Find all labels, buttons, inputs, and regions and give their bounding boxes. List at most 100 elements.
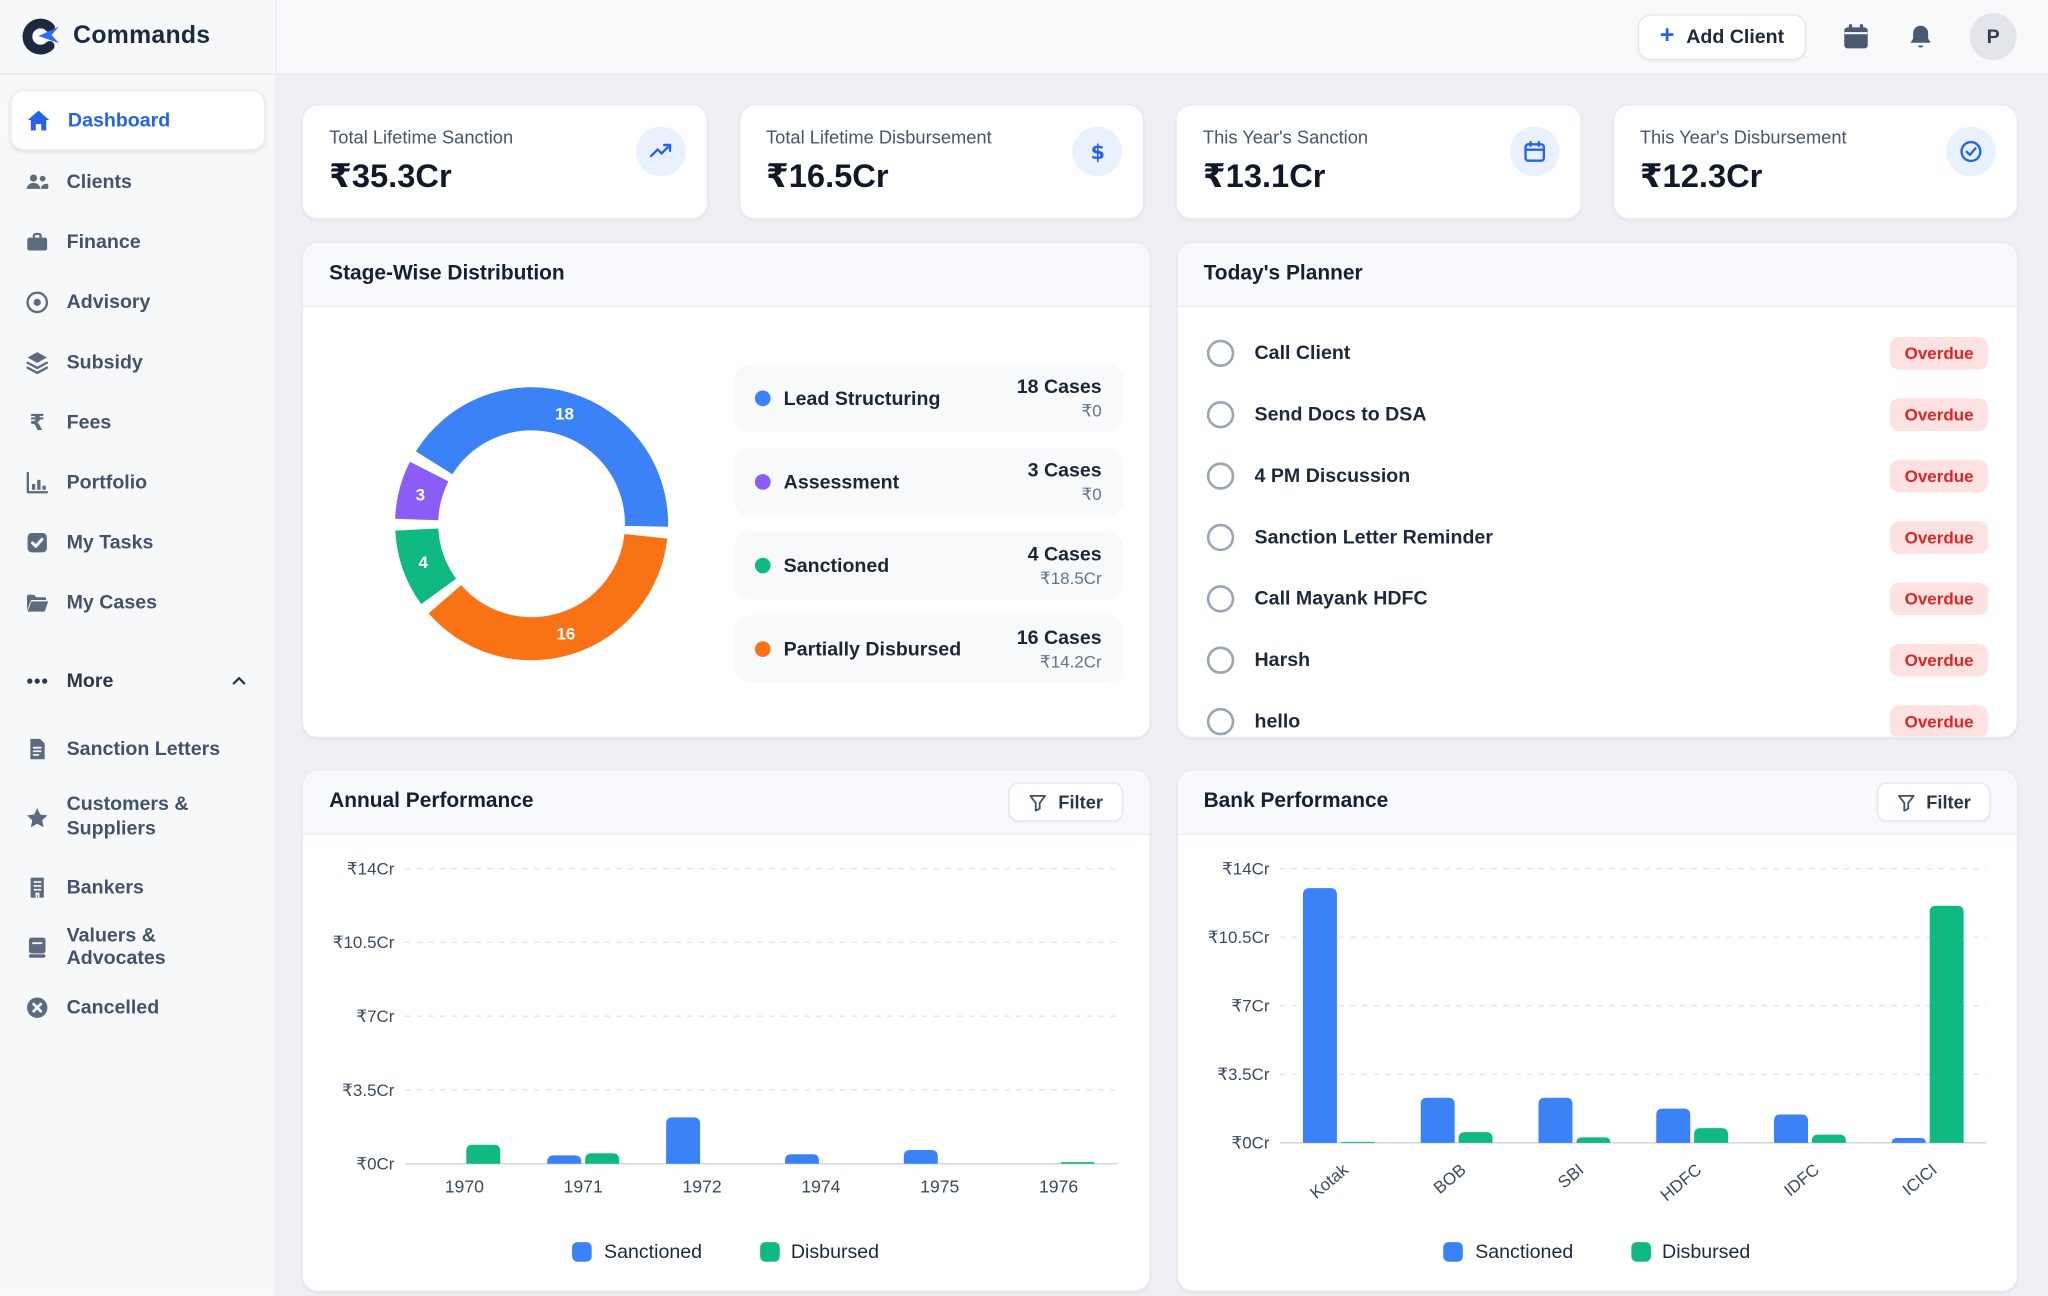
stage-panel-header: Stage-Wise Distribution [303, 242, 1149, 307]
calendar-button[interactable] [1840, 21, 1871, 52]
x-circle-icon [24, 994, 50, 1020]
sidebar-item-label: Portfolio [66, 470, 148, 494]
sidebar-item-advisory[interactable]: Advisory [10, 273, 265, 330]
chevron-up-icon [226, 667, 252, 693]
ellipsis-icon [24, 667, 50, 693]
sidebar-item-clients[interactable]: Clients [10, 153, 265, 210]
middle-row: Stage-Wise Distribution 18 16 4 3 Lead Stru… [301, 241, 2018, 738]
rupee-icon: ₹ [24, 409, 50, 435]
legend-label: Lead Structuring [783, 387, 941, 410]
legend-label: Sanctioned [783, 554, 890, 577]
task-checkbox[interactable] [1206, 400, 1234, 429]
svg-text:1974: 1974 [801, 1176, 840, 1196]
overdue-badge: Overdue [1890, 398, 1988, 432]
panel-title: Bank Performance [1203, 790, 1389, 813]
sidebar-item-sanction-letters[interactable]: Sanction Letters [10, 720, 265, 777]
svg-text:IDFC: IDFC [1780, 1160, 1823, 1200]
sidebar-item-label: Finance [66, 230, 141, 253]
sidebar-item-portfolio[interactable]: Portfolio [10, 453, 265, 510]
legend-amount: ₹0 [1081, 400, 1102, 420]
stats-row: Total Lifetime Sanction ₹35.3Cr Total Li… [301, 104, 2018, 220]
annual-filter-button[interactable]: Filter [1008, 782, 1123, 822]
sidebar-item-label: Dashboard [67, 109, 171, 132]
svg-text:3: 3 [416, 485, 425, 504]
calendar-icon [1509, 126, 1559, 177]
stat-card-lifetime-sanction: Total Lifetime Sanction ₹35.3Cr [301, 104, 708, 220]
task-row: Send Docs to DSA Overdue [1177, 384, 2016, 445]
task-checkbox[interactable] [1206, 339, 1234, 368]
stat-value: ₹35.3Cr [329, 158, 452, 195]
avatar-button[interactable]: P [1969, 13, 2017, 61]
funnel-icon [1897, 794, 1915, 811]
sidebar-item-subsidy[interactable]: Subsidy [10, 333, 265, 390]
annual-chart-legend: Sanctioned Disbursed [311, 1241, 1141, 1263]
stat-value: ₹12.3Cr [1639, 158, 1763, 195]
sidebar: Commands Dashboard Clients Finance [0, 0, 277, 1296]
legend-amount: ₹14.2Cr [1039, 651, 1102, 671]
sidebar-item-label: My Cases [66, 591, 158, 614]
task-checkbox[interactable] [1206, 523, 1234, 552]
task-checkbox[interactable] [1206, 707, 1234, 736]
notifications-button[interactable] [1906, 22, 1936, 52]
stage-panel-body: 18 16 4 3 Lead Structuring 18 Cases ₹0 Asses… [303, 307, 1149, 737]
dashboard-content: Total Lifetime Sanction ₹35.3Cr Total Li… [276, 74, 2048, 1296]
task-label: Send Docs to DSA [1254, 403, 1427, 426]
add-client-button[interactable]: + Add Client [1637, 13, 1807, 60]
sidebar-item-customers-suppliers[interactable]: Customers & Suppliers [10, 780, 265, 856]
svg-text:SBI: SBI [1554, 1160, 1587, 1192]
folder-icon [24, 589, 50, 615]
sidebar-item-valuers-advocates[interactable]: Valuers & Advocates [10, 918, 265, 975]
overdue-badge: Overdue [1890, 705, 1988, 737]
svg-text:18: 18 [555, 404, 574, 423]
planner-panel-header: Today's Planner [1177, 242, 2017, 307]
bank-chart-legend: Sanctioned Disbursed [1185, 1241, 2009, 1263]
legend-swatch [1630, 1242, 1651, 1262]
top-header: + Add Client P [276, 0, 2048, 75]
legend-label: Assessment [783, 470, 900, 494]
legend-swatch [572, 1242, 593, 1262]
sidebar-more-toggle[interactable]: More [10, 652, 265, 709]
legend-cases: 18 Cases [1016, 375, 1102, 398]
stat-label: Total Lifetime Disbursement [766, 126, 992, 148]
legend-dot [754, 474, 771, 490]
bell-icon [1910, 25, 1931, 47]
task-row: hello Overdue [1177, 691, 2016, 737]
svg-text:₹0Cr: ₹0Cr [356, 1155, 394, 1174]
dollar-circle-icon: $ [1072, 126, 1122, 177]
task-label: hello [1254, 710, 1301, 733]
sidebar-item-bankers[interactable]: Bankers [10, 858, 265, 915]
task-checkbox[interactable] [1206, 646, 1234, 674]
stat-value: ₹16.5Cr [766, 158, 889, 195]
legend-sanctioned: Sanctioned [1443, 1241, 1573, 1263]
sidebar-item-cancelled[interactable]: Cancelled [10, 978, 265, 1035]
bar-chart-icon [24, 469, 50, 495]
legend-disbursed: Disbursed [1630, 1241, 1750, 1263]
users-icon [24, 168, 50, 194]
svg-text:ICICI: ICICI [1898, 1160, 1940, 1199]
check-square-icon [24, 529, 50, 555]
task-checkbox[interactable] [1206, 585, 1234, 613]
overdue-badge: Overdue [1890, 459, 1988, 493]
svg-text:₹14Cr: ₹14Cr [1221, 859, 1269, 878]
sidebar-item-label: Customers & Suppliers [66, 793, 189, 840]
legend-label: Sanctioned [604, 1240, 703, 1264]
sidebar-item-my-tasks[interactable]: My Tasks [10, 513, 265, 570]
annual-panel-header: Annual Performance Filter [303, 770, 1149, 835]
sidebar-item-my-cases[interactable]: My Cases [10, 573, 265, 630]
svg-text:1975: 1975 [920, 1176, 959, 1196]
sidebar-item-label: Sanction Letters [66, 737, 221, 760]
sidebar-item-dashboard[interactable]: Dashboard [10, 90, 266, 151]
svg-text:16: 16 [557, 624, 576, 643]
app-logo: Commands [0, 0, 276, 75]
svg-text:$: $ [1090, 139, 1104, 163]
overdue-badge: Overdue [1890, 643, 1988, 677]
home-icon [25, 107, 51, 133]
legend-swatch [759, 1242, 780, 1262]
bank-filter-button[interactable]: Filter [1876, 782, 1991, 822]
task-checkbox[interactable] [1206, 462, 1234, 490]
layers-icon [24, 349, 50, 375]
legend-label: Partially Disbursed [783, 638, 962, 661]
sidebar-item-fees[interactable]: ₹ Fees [10, 393, 265, 450]
legend-item-partially-disbursed: Partially Disbursed 16 Cases ₹14.2Cr [734, 615, 1123, 684]
sidebar-item-finance[interactable]: Finance [10, 213, 265, 270]
